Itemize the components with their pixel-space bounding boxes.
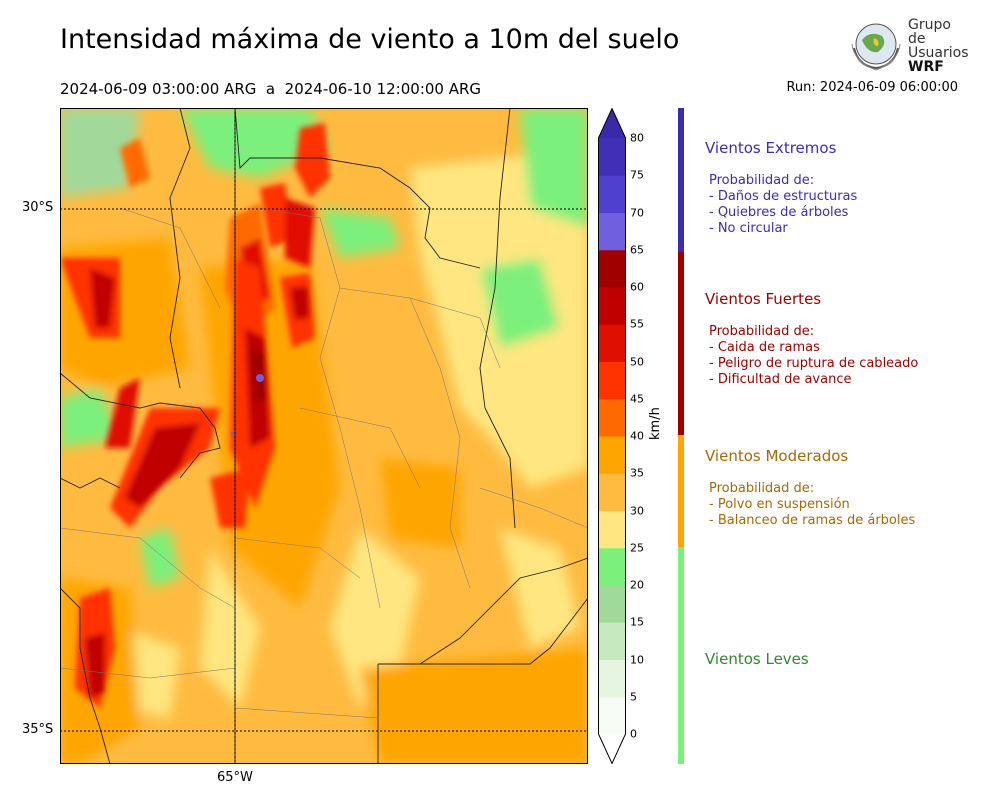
legend-vientos-moderados: Vientos Moderados Probabilidad de: - Pol… [705,447,915,529]
map-frame [60,108,588,764]
colorbar-unit: km/h [648,407,663,440]
wrf-logo: Grupo de Usuarios WRF [848,18,969,74]
category-title: Vientos Moderados [705,447,849,465]
colorbar-segment [598,249,626,288]
colorbar-segment [598,473,626,511]
category-title: Vientos Fuertes [705,290,822,308]
colorbar-segment [598,212,626,251]
colorbar-segment [598,622,626,660]
bar-moderados [678,435,684,547]
colorbar-tick-label: 25 [630,541,644,555]
globe-logo-icon [851,23,901,71]
risk-item: - Quiebres de árboles [709,205,849,220]
colorbar-tick-label: 0 [630,727,637,741]
colorbar-segment [598,398,626,437]
colorbar-segment [598,547,626,586]
lat-label-30s: 30°S [22,200,54,215]
probability-label: Probabilidad de: [709,481,815,496]
risk-item: - Peligro de ruptura de cableado [709,356,919,371]
colorbar-tick-label: 15 [630,615,644,629]
colorbar-tick-label: 45 [630,392,644,406]
colorbar-tick-label: 10 [630,653,644,666]
chart-title: Intensidad máxima de viento a 10m del su… [60,24,680,55]
colorbar-over-arrow [598,108,626,138]
category-probability: Probabilidad de: - Daños de estructuras … [705,173,857,237]
colorbar-under-arrow [598,734,626,764]
risk-item: - Caida de ramas [709,340,820,355]
colorbar-segment [598,585,626,623]
colorbar-segment [598,138,626,176]
run-time: Run: 2024-06-09 06:00:00 [786,80,958,95]
logo-text: Grupo de Usuarios WRF [908,18,969,74]
colorbar-tick-label: 5 [630,690,637,704]
colorbar-segment [598,696,626,735]
colorbar-tick-label: 80 [630,131,644,145]
colorbar-tick-label: 70 [630,206,644,219]
logo-line3: WRF [908,59,944,75]
colorbar-segment [598,175,626,213]
extreme-spots [231,374,264,436]
probability-label: Probabilidad de: [709,324,815,339]
bar-fuertes [678,252,684,435]
wind-map [60,108,588,764]
risk-item: - No circular [709,221,788,236]
probability-label: Probabilidad de: [709,173,815,188]
colorbar-tick-label: 50 [630,355,644,368]
colorbar-segment [598,510,626,549]
colorbar-tick-label: 20 [630,578,644,592]
risk-item: - Daños de estructuras [709,189,858,204]
colorbar-outline [598,108,626,764]
department-borders [60,207,588,719]
legend-vientos-fuertes: Vientos Fuertes Probabilidad de: - Caida… [705,290,918,388]
logo-line1: Grupo de [908,17,951,47]
colorbar-tick-label: 35 [630,466,644,480]
lon-label-65w: 65°W [217,770,253,785]
bar-extremos [678,108,684,252]
category-title: Vientos Leves [705,650,809,668]
category-title: Vientos Extremos [705,139,837,157]
colorbar-tick-label: 55 [630,317,644,331]
colorbar-tick-label: 30 [630,504,644,517]
colorbar-tick-label: 60 [630,280,644,294]
colorbar-segment [598,659,626,698]
colorbar-segment [598,436,626,474]
graticule [60,108,588,764]
colorbar-tick-label: 75 [630,168,644,182]
category-probability: Probabilidad de: - Polvo en suspensión -… [705,481,915,529]
colorbar-tick-label: 65 [630,243,644,257]
colorbar-tick-label: 40 [630,429,644,443]
colorbar [598,108,626,764]
category-probability: Probabilidad de: - Caida de ramas - Peli… [705,324,918,388]
bar-leves [678,547,684,764]
legend-vientos-leves: Vientos Leves [705,650,809,668]
lat-label-35s: 35°S [22,722,54,737]
logo-line2: Usuarios [908,45,969,61]
forecast-period: 2024-06-09 03:00:00 ARG a 2024-06-10 12:… [60,80,482,98]
colorbar-segment [598,287,626,325]
strong-wind-pattern [60,123,330,708]
risk-item: - Dificultad de avance [709,372,852,387]
risk-item: - Balanceo de ramas de árboles [709,513,916,528]
colorbar-segment [598,324,626,362]
colorbar-segment [598,361,626,400]
legend-vientos-extremos: Vientos Extremos Probabilidad de: - Daño… [705,139,857,237]
risk-item: - Polvo en suspensión [709,497,850,512]
